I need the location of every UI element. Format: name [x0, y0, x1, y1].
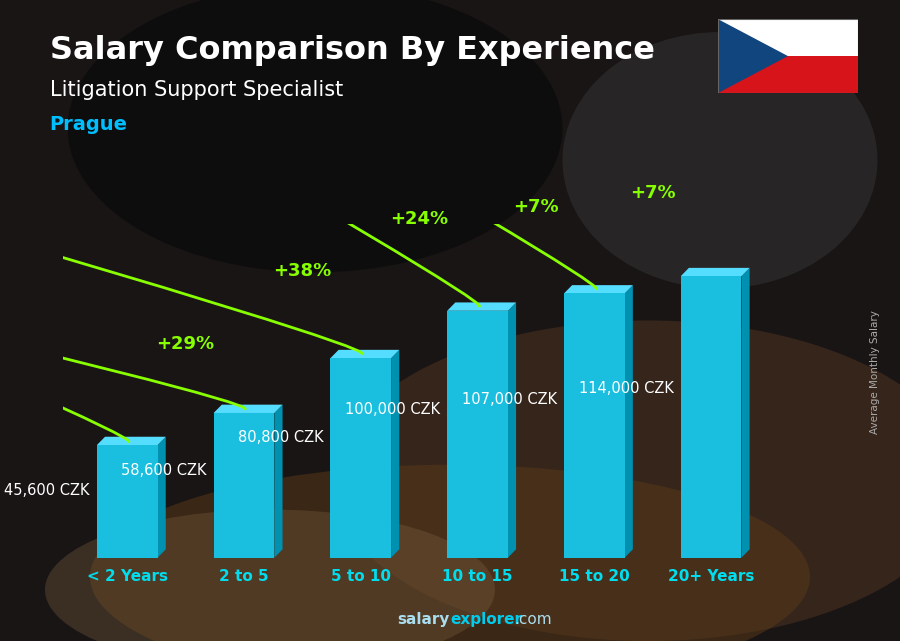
- Text: 107,000 CZK: 107,000 CZK: [462, 392, 557, 406]
- Bar: [718, 56, 858, 93]
- Ellipse shape: [562, 32, 878, 288]
- Text: +7%: +7%: [513, 198, 559, 216]
- FancyArrowPatch shape: [0, 0, 480, 306]
- FancyArrowPatch shape: [0, 0, 597, 289]
- FancyArrowPatch shape: [0, 0, 362, 354]
- Polygon shape: [97, 437, 166, 445]
- Text: Prague: Prague: [50, 115, 128, 135]
- FancyArrowPatch shape: [0, 0, 246, 409]
- Polygon shape: [330, 350, 400, 358]
- Bar: [97, 445, 158, 558]
- Polygon shape: [680, 268, 750, 276]
- Text: +29%: +29%: [157, 335, 215, 353]
- Polygon shape: [158, 437, 166, 558]
- Text: salary: salary: [398, 612, 450, 627]
- Bar: [447, 311, 508, 558]
- Text: .com: .com: [515, 612, 553, 627]
- Text: Average Monthly Salary: Average Monthly Salary: [869, 310, 880, 434]
- Polygon shape: [508, 303, 516, 558]
- Bar: [330, 358, 392, 558]
- Bar: [718, 19, 858, 56]
- Text: explorer: explorer: [450, 612, 522, 627]
- Polygon shape: [718, 19, 788, 93]
- Text: 100,000 CZK: 100,000 CZK: [345, 402, 440, 417]
- Polygon shape: [392, 350, 400, 558]
- Bar: [213, 413, 274, 558]
- Text: 80,800 CZK: 80,800 CZK: [238, 431, 323, 445]
- FancyArrowPatch shape: [0, 0, 129, 442]
- Polygon shape: [625, 285, 633, 558]
- Text: 114,000 CZK: 114,000 CZK: [579, 381, 674, 396]
- Polygon shape: [564, 285, 633, 294]
- Ellipse shape: [68, 0, 562, 272]
- Ellipse shape: [90, 465, 810, 641]
- Text: +38%: +38%: [274, 262, 331, 279]
- Bar: [680, 276, 742, 558]
- Text: 45,600 CZK: 45,600 CZK: [4, 483, 90, 497]
- Text: 58,600 CZK: 58,600 CZK: [122, 463, 207, 478]
- Text: Salary Comparison By Experience: Salary Comparison By Experience: [50, 35, 654, 66]
- Polygon shape: [274, 404, 283, 558]
- Text: +24%: +24%: [390, 210, 448, 228]
- Polygon shape: [213, 404, 283, 413]
- Polygon shape: [447, 303, 516, 311]
- Text: Litigation Support Specialist: Litigation Support Specialist: [50, 80, 343, 100]
- Bar: [564, 294, 625, 558]
- Ellipse shape: [333, 320, 900, 641]
- Ellipse shape: [45, 510, 495, 641]
- Text: +7%: +7%: [630, 185, 676, 203]
- Polygon shape: [742, 268, 750, 558]
